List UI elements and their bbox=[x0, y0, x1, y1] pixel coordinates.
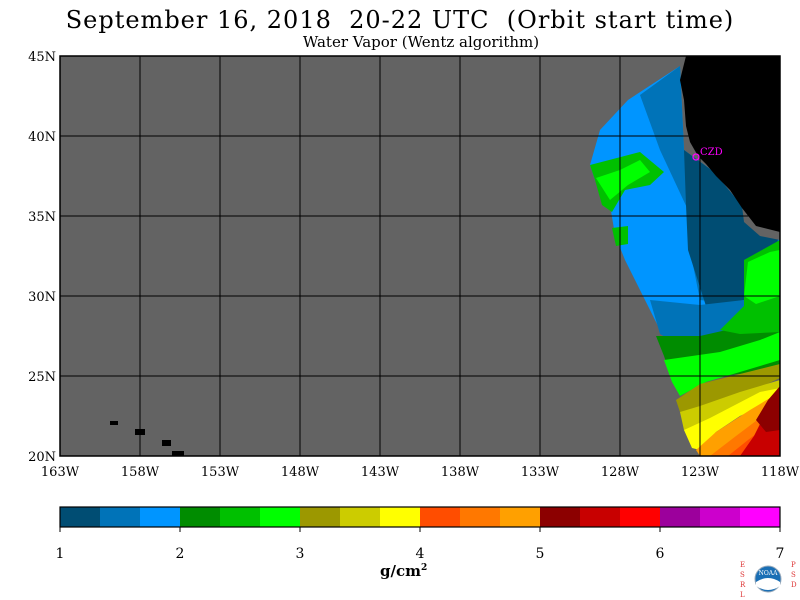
logo-center-text: NOAA bbox=[759, 570, 779, 577]
colorbar-tick-label: 3 bbox=[296, 546, 305, 562]
colorbar-unit: g/cm2 bbox=[380, 562, 427, 580]
latitude-labels: 45N 40N 35N 30N 25N 20N bbox=[28, 50, 56, 465]
colorbar-tick-label: 5 bbox=[536, 546, 545, 562]
land-mass bbox=[680, 56, 780, 232]
lat-label: 35N bbox=[28, 210, 56, 225]
colorbar-swatch bbox=[660, 507, 701, 527]
page-title: September 16, 2018 20-22 UTC (Orbit star… bbox=[65, 6, 735, 34]
station-marker-czd: CZD bbox=[692, 147, 723, 161]
unit-base: g/cm bbox=[380, 562, 421, 580]
colorbar-swatch bbox=[380, 507, 421, 527]
page-subtitle: Water Vapor (Wentz algorithm) bbox=[302, 33, 540, 51]
colorbar-tick-label: 6 bbox=[656, 546, 665, 562]
colorbar-tick-labels: 1 2 3 4 5 6 7 bbox=[56, 527, 785, 562]
swath-light-green bbox=[664, 332, 780, 396]
lon-label: 148W bbox=[281, 465, 320, 480]
lon-label: 153W bbox=[201, 465, 240, 480]
colorbar-swatch bbox=[620, 507, 661, 527]
lon-label: 143W bbox=[361, 465, 400, 480]
data-swath bbox=[590, 66, 780, 456]
lat-label: 25N bbox=[28, 370, 56, 385]
swath-yellow bbox=[684, 388, 780, 450]
swath-light-green-east bbox=[744, 250, 780, 304]
station-label: CZD bbox=[700, 147, 723, 158]
unit-exponent: 2 bbox=[420, 563, 428, 573]
lat-label: 45N bbox=[28, 50, 56, 65]
colorbar-swatch bbox=[180, 507, 221, 527]
map-frame bbox=[59, 55, 781, 457]
lat-label: 30N bbox=[28, 290, 56, 305]
colorbar-swatch bbox=[340, 507, 381, 527]
swath-orange bbox=[696, 392, 780, 456]
colorbar-tick-label: 2 bbox=[176, 546, 185, 562]
colorbar-swatch bbox=[60, 507, 101, 527]
colorbar-swatch bbox=[740, 507, 781, 527]
lon-label: 118W bbox=[761, 465, 800, 480]
colorbar-swatch bbox=[700, 507, 741, 527]
colorbar-swatch bbox=[220, 507, 261, 527]
colorbar-tick-label: 1 bbox=[56, 546, 65, 562]
colorbar-swatch bbox=[300, 507, 341, 527]
colorbar-swatch bbox=[420, 507, 461, 527]
colorbar-tick-label: 7 bbox=[776, 546, 785, 562]
lon-label: 158W bbox=[121, 465, 160, 480]
colorbar-swatch bbox=[260, 507, 301, 527]
colorbar-swatch bbox=[100, 507, 141, 527]
lon-label: 163W bbox=[41, 465, 80, 480]
lat-label: 20N bbox=[28, 450, 56, 465]
colorbar bbox=[59, 506, 781, 528]
lat-label: 40N bbox=[28, 130, 56, 145]
lon-label: 128W bbox=[601, 465, 640, 480]
colorbar-swatch bbox=[500, 507, 541, 527]
lon-label: 138W bbox=[441, 465, 480, 480]
colorbar-swatch bbox=[580, 507, 621, 527]
longitude-labels: 163W 158W 153W 148W 143W 138W 133W 128W 123W 118W bbox=[41, 465, 800, 480]
colorbar-swatch bbox=[140, 507, 181, 527]
swath-green-north-light bbox=[596, 160, 650, 200]
colorbar-tick-label: 4 bbox=[416, 546, 425, 562]
map-grid bbox=[60, 56, 780, 456]
colorbar-swatch bbox=[460, 507, 501, 527]
lon-label: 123W bbox=[681, 465, 720, 480]
swath-dark-red bbox=[756, 386, 780, 432]
colorbar-swatch bbox=[540, 507, 581, 527]
lon-label: 133W bbox=[521, 465, 560, 480]
